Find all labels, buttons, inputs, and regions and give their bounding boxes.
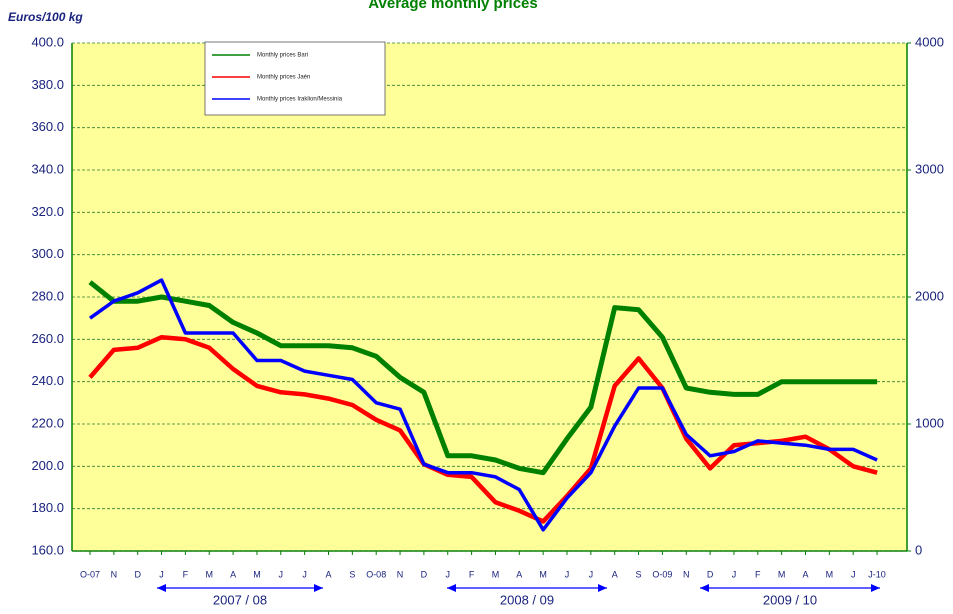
legend-label: Monthly prices Bari	[257, 53, 308, 59]
y-tick-label: 260.0	[31, 331, 64, 346]
annotation: 2009 / 10	[763, 592, 817, 607]
legend-box	[204, 41, 386, 116]
y-tick-label: 300.0	[31, 246, 64, 261]
x-tick-label: J	[565, 569, 570, 579]
y2-tick-label: 2000	[915, 288, 944, 303]
legend-label: Monthly prices Iraklion/Messinia	[257, 97, 343, 103]
x-tick-label: M	[826, 569, 834, 579]
x-tick-label: J	[302, 569, 307, 579]
y2-tick-label: 4000	[915, 34, 944, 49]
y2-tick-label: 0	[915, 542, 922, 557]
y-tick-label: 380.0	[31, 77, 64, 92]
x-tick-label: A	[802, 569, 808, 579]
annotation: 2008 / 09	[500, 592, 554, 607]
y-tick-label: 200.0	[31, 458, 64, 473]
arrow-head	[314, 584, 323, 592]
series-line	[88, 278, 878, 532]
arrow-head	[598, 584, 607, 592]
x-tick-label: O-07	[80, 569, 100, 579]
legend-label: Monthly prices Jaén	[257, 75, 310, 81]
y-tick-label: 400.0	[31, 34, 64, 49]
x-tick-label: M	[492, 569, 500, 579]
y-tick-label: 320.0	[31, 204, 64, 219]
x-tick-label: J	[159, 569, 164, 579]
x-tick-label: N	[397, 569, 404, 579]
x-tick-label: A	[516, 569, 522, 579]
y-tick-label: 340.0	[31, 161, 64, 176]
x-tick-label: J	[589, 569, 594, 579]
x-tick-label: O-08	[366, 569, 386, 579]
x-tick-label: J	[446, 569, 451, 579]
y2-tick-label: 1000	[915, 415, 944, 430]
x-tick-label: J	[279, 569, 284, 579]
x-tick-label: N	[111, 569, 118, 579]
y2-tick-label: 3000	[915, 161, 944, 176]
x-tick-label: A	[612, 569, 618, 579]
x-tick-label: A	[230, 569, 236, 579]
x-tick-label: D	[707, 569, 714, 579]
x-tick-label: F	[469, 569, 475, 579]
y-axis-label: Euros/100 kg	[8, 10, 83, 24]
arrow-head	[157, 584, 166, 592]
arrow-head	[871, 584, 880, 592]
y-tick-label: 280.0	[31, 288, 64, 303]
y-tick-label: 160.0	[31, 542, 64, 557]
series-line	[88, 280, 878, 476]
x-tick-label: M	[253, 569, 261, 579]
x-tick-label: A	[325, 569, 331, 579]
x-tick-label: N	[683, 569, 690, 579]
x-tick-label: M	[206, 569, 214, 579]
series-line	[88, 334, 878, 524]
x-tick-label: O-09	[652, 569, 672, 579]
chart-title: Average monthly prices	[368, 0, 538, 12]
x-tick-label: M	[539, 569, 547, 579]
y-tick-label: 220.0	[31, 415, 64, 430]
annotation: 2007 / 08	[213, 592, 267, 607]
y-tick-label: 240.0	[31, 373, 64, 388]
x-tick-label: S	[636, 569, 642, 579]
arrow-head	[700, 584, 709, 592]
x-tick-label: S	[349, 569, 355, 579]
x-tick-label: F	[755, 569, 761, 579]
x-tick-label: F	[183, 569, 189, 579]
x-tick-label: D	[134, 569, 141, 579]
y-tick-label: 360.0	[31, 119, 64, 134]
x-tick-label: J	[732, 569, 737, 579]
x-tick-label: D	[421, 569, 428, 579]
x-tick-label: M	[778, 569, 786, 579]
y-tick-label: 180.0	[31, 500, 64, 515]
arrow-head	[447, 584, 456, 592]
x-tick-label: J	[851, 569, 856, 579]
x-tick-label: J-10	[868, 569, 886, 579]
